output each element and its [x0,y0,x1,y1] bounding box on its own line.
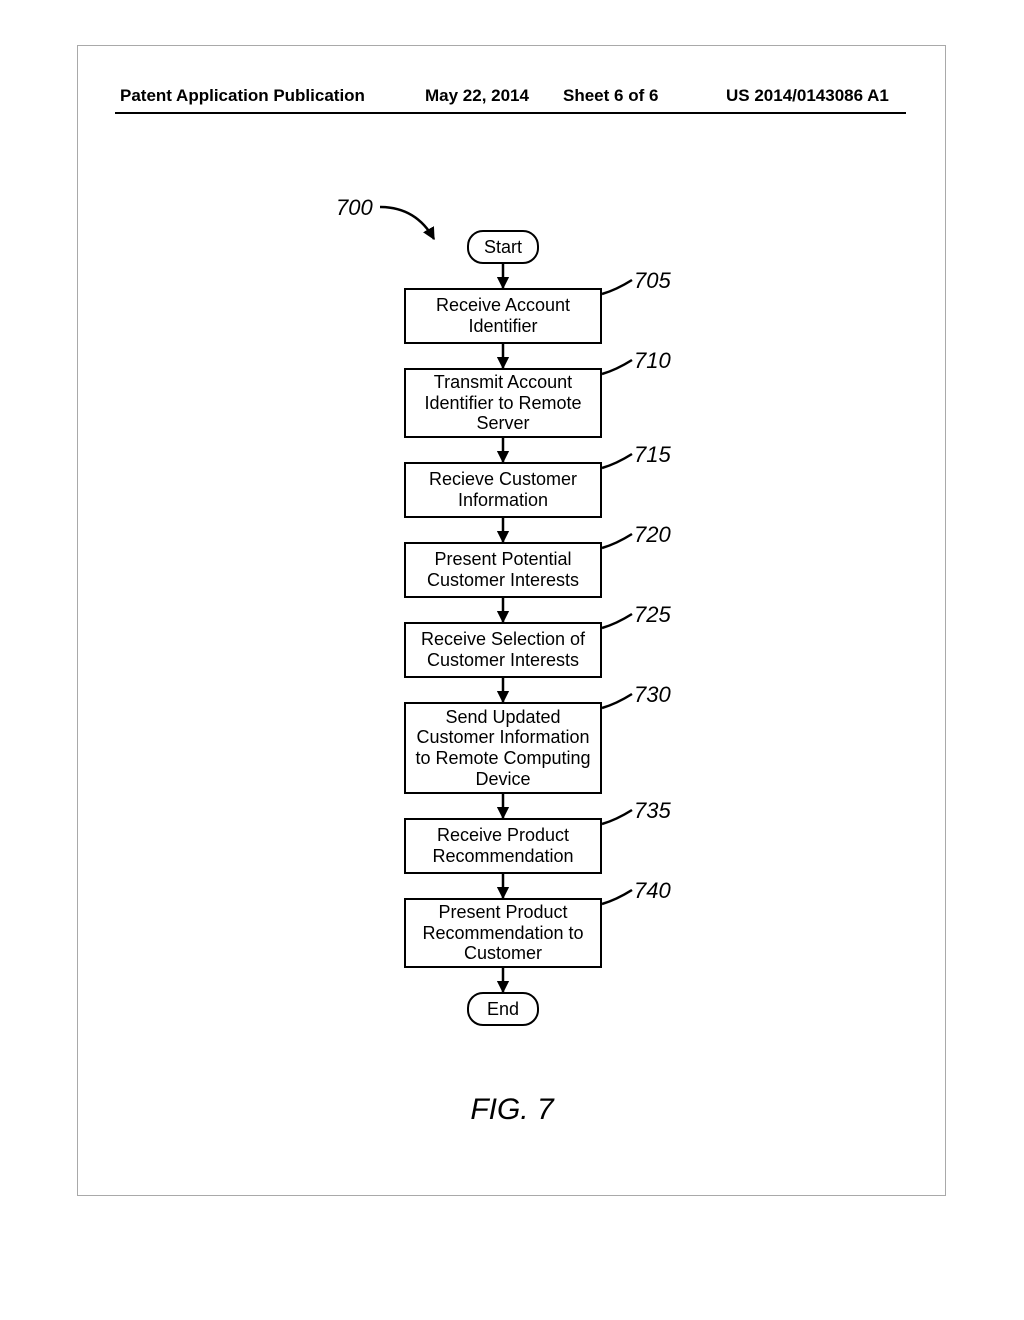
flow-step-730: Send Updated Customer Information to Rem… [404,702,602,794]
step-ref-735: 735 [634,798,671,824]
flow-step-720: Present Potential Customer Interests [404,542,602,598]
page: Patent Application Publication May 22, 2… [0,0,1024,1320]
header-publication: Patent Application Publication [120,86,365,106]
step-ref-705: 705 [634,268,671,294]
step-ref-730: 730 [634,682,671,708]
flow-start: Start [467,230,539,264]
flow-end: End [467,992,539,1026]
flow-step-735: Receive Product Recommendation [404,818,602,874]
flow-step-705: Receive Account Identifier [404,288,602,344]
flow-step-725: Receive Selection of Customer Interests [404,622,602,678]
figure-caption: FIG. 7 [0,1093,1024,1127]
flow-step-740: Present Product Recommendation to Custom… [404,898,602,968]
header-date: May 22, 2014 [425,86,529,106]
flow-step-715: Recieve Customer Information [404,462,602,518]
step-ref-740: 740 [634,878,671,904]
step-ref-710: 710 [634,348,671,374]
header-pub-number: US 2014/0143086 A1 [726,86,889,106]
step-ref-715: 715 [634,442,671,468]
figure-ref-main: 700 [336,195,373,221]
header-rule [115,112,906,114]
step-ref-725: 725 [634,602,671,628]
flow-step-710: Transmit Account Identifier to Remote Se… [404,368,602,438]
header-sheet: Sheet 6 of 6 [563,86,658,106]
step-ref-720: 720 [634,522,671,548]
